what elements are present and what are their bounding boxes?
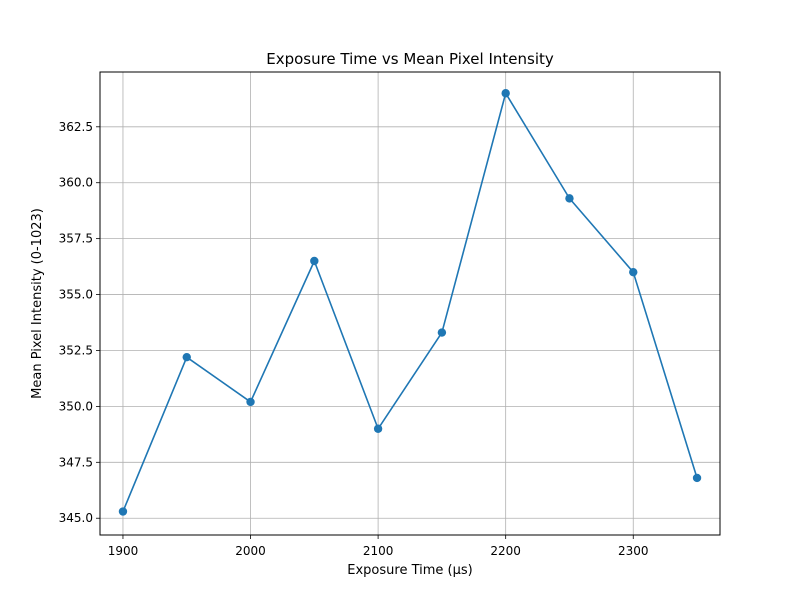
x-tick-label: 2300 xyxy=(618,544,649,558)
y-tick-label: 355.0 xyxy=(59,288,93,302)
data-point xyxy=(565,194,574,203)
x-tick-label: 2000 xyxy=(235,544,266,558)
grid xyxy=(100,72,720,535)
x-tick-label: 2100 xyxy=(363,544,394,558)
data-point xyxy=(246,397,255,407)
data-point xyxy=(310,256,319,266)
plot-frame xyxy=(99,71,721,536)
y-tick-label: 350.0 xyxy=(59,399,93,413)
data-point xyxy=(437,328,447,337)
data-point xyxy=(692,473,702,483)
data-point xyxy=(501,89,510,98)
y-tick-label: 357.5 xyxy=(59,232,93,246)
data-point xyxy=(373,424,383,433)
data-point xyxy=(182,352,191,362)
data-point xyxy=(629,267,638,277)
data-point xyxy=(118,507,128,516)
y-tick-label: 352.5 xyxy=(59,343,93,357)
x-tick-label: 1900 xyxy=(108,544,139,558)
y-tick-label: 362.5 xyxy=(59,120,93,134)
y-axis-ticks: 345.0 347.5 350.0 352.5 355.0 357.5 360.0 362.5 xyxy=(59,120,100,525)
y-axis-label: Mean Pixel Intensity (0-1023) xyxy=(30,208,45,399)
x-axis-ticks: 1900 2000 2100 2200 2300 xyxy=(108,535,649,558)
series-layer xyxy=(118,89,702,516)
x-axis-label: Exposure Time (µs) xyxy=(347,563,472,578)
y-tick-label: 347.5 xyxy=(59,455,93,469)
chart-title: Exposure Time vs Mean Pixel Intensity xyxy=(266,50,554,68)
y-tick-label: 345.0 xyxy=(59,511,93,525)
series-line xyxy=(122,92,698,512)
y-tick-label: 360.0 xyxy=(59,176,93,190)
x-tick-label: 2200 xyxy=(490,544,521,558)
